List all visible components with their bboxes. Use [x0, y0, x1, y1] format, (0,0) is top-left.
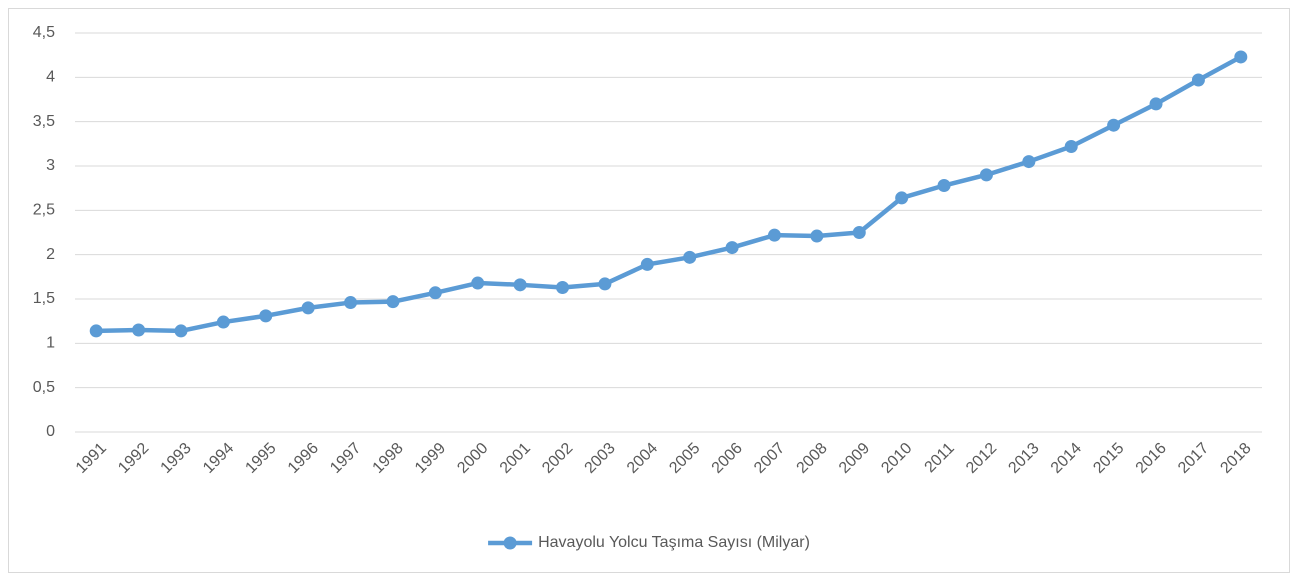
data-point: [301, 301, 315, 315]
data-point: [1107, 118, 1121, 132]
data-point: [132, 323, 146, 337]
data-point: [1064, 139, 1078, 153]
data-point: [725, 241, 739, 255]
legend-label: Havayolu Yolcu Taşıma Sayısı (Milyar): [538, 534, 810, 551]
data-point: [471, 276, 485, 290]
data-point: [174, 324, 188, 338]
data-point: [598, 277, 612, 291]
data-point: [1022, 155, 1036, 169]
y-tick-label: 4,5: [33, 24, 55, 41]
data-point: [216, 315, 230, 329]
data-point: [556, 280, 570, 294]
data-point: [259, 309, 273, 323]
data-point: [767, 228, 781, 242]
data-point: [89, 324, 103, 338]
data-point: [979, 168, 993, 182]
y-tick-label: 2,5: [33, 202, 55, 219]
y-tick-label: 0: [46, 423, 55, 440]
data-point: [640, 257, 654, 271]
legend-marker: [503, 536, 517, 550]
data-point: [428, 286, 442, 300]
y-tick-label: 2: [46, 246, 55, 263]
y-tick-label: 1,5: [33, 290, 55, 307]
chart-border: [8, 8, 1290, 573]
data-point: [937, 179, 951, 193]
data-point: [810, 229, 824, 243]
y-tick-label: 3: [46, 157, 55, 174]
data-point: [1191, 73, 1205, 87]
data-point: [386, 295, 400, 309]
data-point: [852, 226, 866, 239]
y-tick-label: 1: [46, 335, 55, 352]
data-point: [895, 191, 909, 205]
series-line: [96, 54, 1242, 334]
data-point: [1149, 97, 1163, 111]
data-point: [344, 296, 358, 310]
data-point: [683, 250, 697, 264]
data-point: [1234, 50, 1248, 64]
y-tick-label: 3,5: [33, 113, 55, 130]
y-tick-label: 4: [46, 69, 55, 86]
y-tick-label: 0,5: [33, 379, 55, 396]
data-point: [513, 278, 527, 292]
